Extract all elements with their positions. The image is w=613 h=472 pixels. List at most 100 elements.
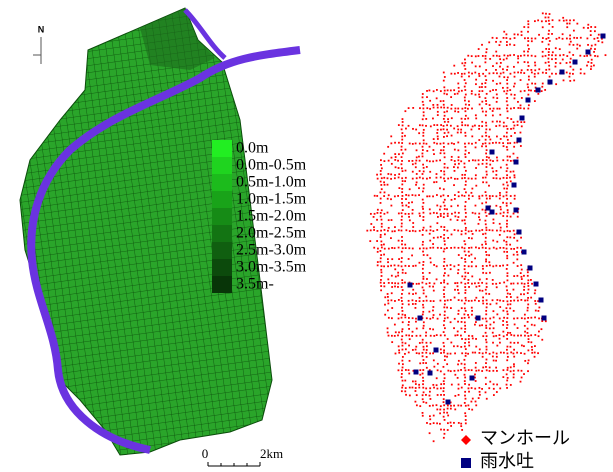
manhole bbox=[464, 177, 466, 179]
legend-symbol bbox=[461, 458, 471, 468]
manhole bbox=[464, 331, 466, 333]
manhole bbox=[514, 142, 516, 144]
manhole bbox=[548, 51, 550, 53]
manhole bbox=[534, 83, 536, 85]
manhole bbox=[436, 205, 438, 207]
manhole bbox=[454, 178, 456, 180]
manhole bbox=[542, 55, 544, 57]
manhole bbox=[416, 404, 418, 406]
manhole bbox=[521, 283, 523, 285]
manhole bbox=[402, 282, 404, 284]
manhole bbox=[478, 300, 480, 302]
manhole bbox=[531, 324, 533, 326]
manhole bbox=[586, 55, 588, 57]
manhole bbox=[405, 149, 407, 151]
manhole bbox=[401, 297, 403, 299]
manhole bbox=[443, 306, 445, 308]
manhole bbox=[530, 279, 532, 281]
manhole bbox=[482, 296, 484, 298]
manhole bbox=[426, 254, 428, 256]
manhole bbox=[458, 264, 460, 266]
manhole bbox=[454, 229, 456, 231]
manhole bbox=[387, 296, 389, 298]
manhole bbox=[411, 335, 413, 337]
manhole bbox=[489, 370, 491, 372]
manhole bbox=[464, 292, 466, 294]
manhole bbox=[443, 390, 445, 392]
manhole bbox=[489, 90, 491, 92]
manhole bbox=[503, 54, 505, 56]
manhole bbox=[486, 369, 488, 371]
manhole bbox=[409, 360, 411, 362]
manhole bbox=[506, 79, 508, 81]
manhole bbox=[510, 73, 512, 75]
manhole bbox=[520, 132, 522, 134]
manhole bbox=[440, 195, 442, 197]
manhole bbox=[401, 184, 403, 186]
manhole bbox=[402, 180, 404, 182]
manhole bbox=[419, 374, 421, 376]
manhole bbox=[446, 356, 448, 358]
manhole bbox=[380, 181, 382, 183]
manhole bbox=[432, 306, 434, 308]
manhole bbox=[478, 94, 480, 96]
manhole bbox=[495, 360, 497, 362]
drain bbox=[512, 183, 517, 188]
manhole bbox=[384, 233, 386, 235]
manhole bbox=[520, 79, 522, 81]
manhole bbox=[447, 283, 449, 285]
manhole bbox=[418, 353, 420, 355]
manhole bbox=[380, 282, 382, 284]
manhole bbox=[381, 177, 383, 179]
manhole bbox=[555, 54, 557, 56]
figure: N 02km 0.0m0.0m-0.5m0.5m-1.0m1.0m-1.5m1.… bbox=[0, 0, 613, 472]
manhole bbox=[440, 352, 442, 354]
manhole bbox=[443, 261, 445, 263]
legend-label: 0.5m-1.0m bbox=[236, 174, 307, 191]
manhole bbox=[502, 300, 504, 302]
manhole bbox=[443, 174, 445, 176]
manhole bbox=[394, 300, 396, 302]
manhole bbox=[461, 230, 463, 232]
manhole bbox=[457, 205, 459, 207]
manhole bbox=[521, 31, 523, 33]
manhole bbox=[468, 247, 470, 249]
manhole bbox=[527, 61, 529, 63]
manhole bbox=[467, 55, 469, 57]
manhole bbox=[443, 437, 445, 439]
manhole bbox=[443, 352, 445, 354]
manhole bbox=[401, 317, 403, 319]
manhole bbox=[506, 195, 508, 197]
drain bbox=[534, 282, 539, 287]
manhole bbox=[402, 272, 404, 274]
drain bbox=[542, 316, 547, 321]
manhole bbox=[423, 261, 425, 263]
manhole bbox=[415, 390, 417, 392]
manhole bbox=[475, 167, 477, 169]
manhole bbox=[482, 233, 484, 235]
manhole bbox=[503, 317, 505, 319]
manhole bbox=[559, 48, 561, 50]
manhole bbox=[373, 247, 375, 249]
manhole bbox=[534, 317, 536, 319]
manhole bbox=[507, 313, 509, 315]
manhole bbox=[485, 195, 487, 197]
manhole bbox=[527, 40, 529, 42]
manhole bbox=[457, 132, 459, 134]
manhole bbox=[520, 335, 522, 337]
manhole bbox=[569, 38, 571, 40]
manhole bbox=[527, 282, 529, 284]
manhole bbox=[464, 132, 466, 134]
manhole bbox=[425, 352, 427, 354]
manhole bbox=[405, 348, 407, 350]
manhole bbox=[444, 327, 446, 329]
manhole bbox=[401, 236, 403, 238]
manhole bbox=[443, 289, 445, 291]
manhole bbox=[520, 145, 522, 147]
drain bbox=[470, 376, 475, 381]
manhole bbox=[506, 307, 508, 309]
manhole bbox=[461, 62, 463, 64]
manhole bbox=[478, 75, 480, 77]
manhole bbox=[464, 86, 466, 88]
manhole bbox=[569, 19, 571, 21]
